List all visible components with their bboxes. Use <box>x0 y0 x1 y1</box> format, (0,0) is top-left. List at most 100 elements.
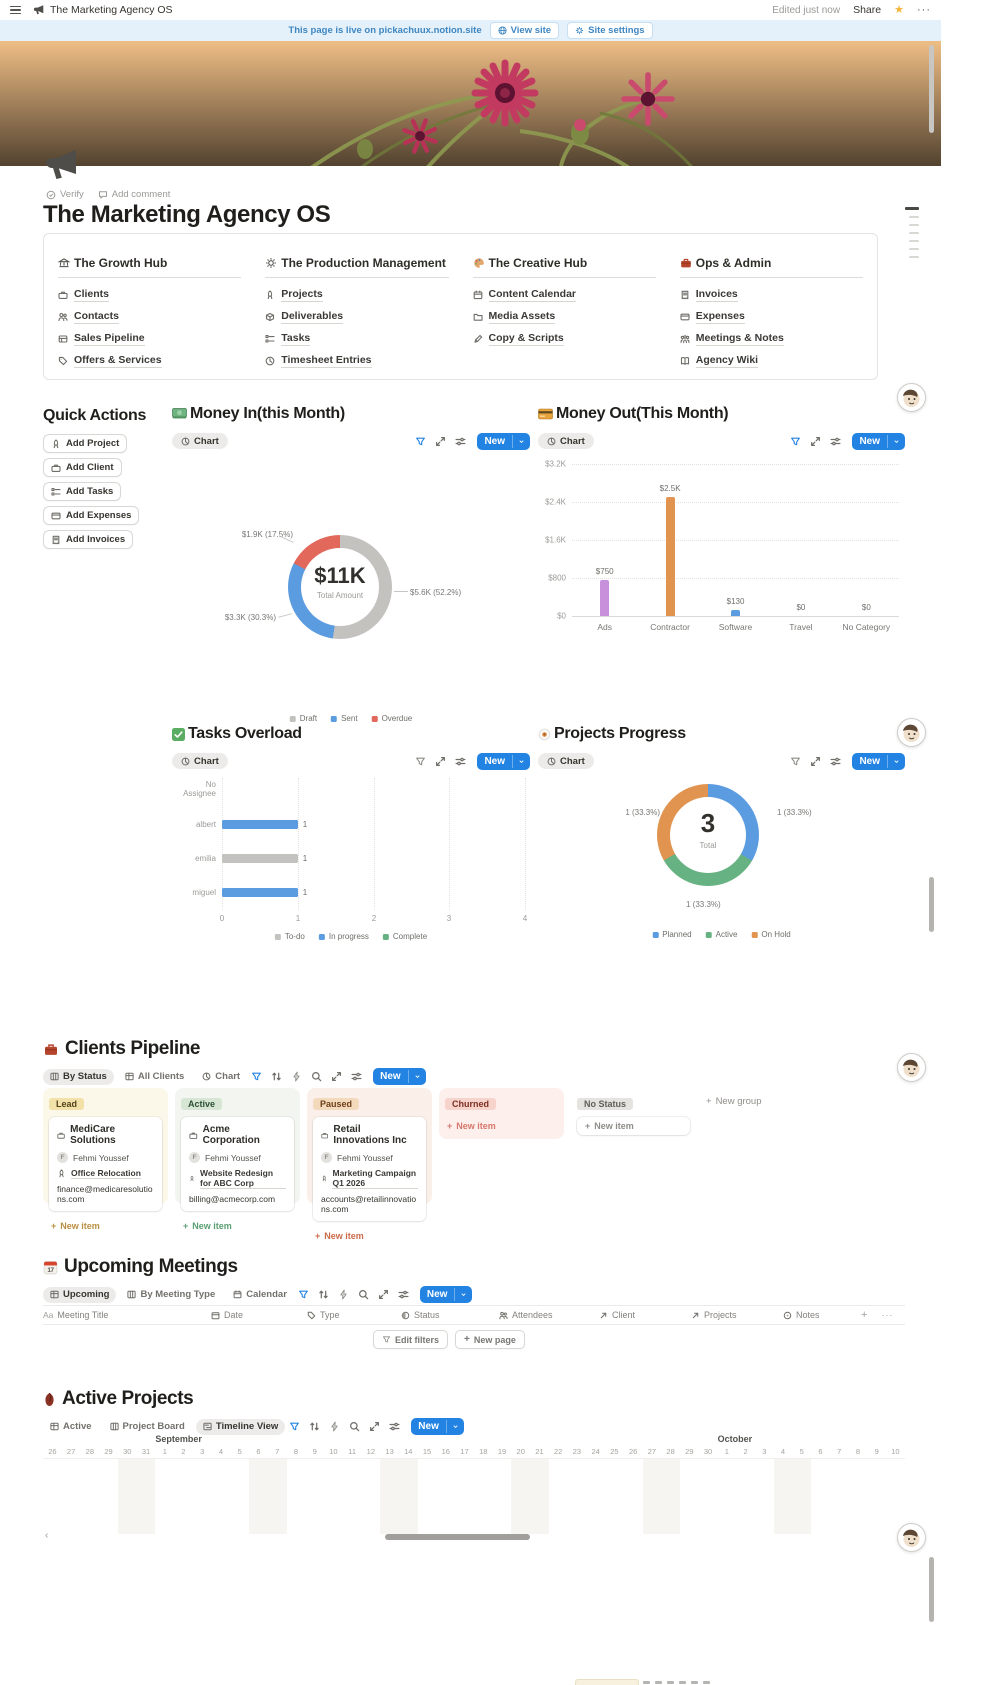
view-settings-icon[interactable] <box>830 756 841 767</box>
add-project-button[interactable]: Add Project <box>43 434 128 453</box>
new-item-button[interactable]: + New item <box>51 1221 100 1231</box>
site-settings-button[interactable]: Site settings <box>567 22 653 39</box>
new-button[interactable]: New <box>852 432 905 450</box>
breadcrumb-title[interactable]: The Marketing Agency OS <box>50 4 173 16</box>
add-invoices-button[interactable]: Add Invoices <box>43 530 134 549</box>
tab-project-board[interactable]: Project Board <box>103 1419 192 1435</box>
link-agency-wiki[interactable]: Agency Wiki <box>680 354 863 368</box>
add-client-button[interactable]: Add Client <box>43 458 122 477</box>
share-button[interactable]: Share <box>853 4 882 16</box>
new-button[interactable]: New <box>477 432 530 450</box>
expand-icon[interactable] <box>810 756 821 767</box>
lightning-icon[interactable] <box>291 1071 302 1082</box>
tab-timeline-view[interactable]: Timeline View <box>195 1418 286 1435</box>
client-card-retail[interactable]: Retail Innovations Inc F Fehmi Youssef Ma… <box>313 1117 426 1221</box>
link-contacts[interactable]: Contacts <box>58 310 241 324</box>
vertical-scrollbar-thumb[interactable] <box>929 1557 934 1622</box>
chart-view-tab[interactable]: Chart <box>538 753 594 769</box>
link-expenses[interactable]: Expenses <box>680 310 863 324</box>
timeline-grid[interactable] <box>43 1458 905 1534</box>
tab-all-clients[interactable]: All Clients <box>118 1069 191 1085</box>
project-row[interactable]: Website Redesign for ABC Corp <box>189 1168 286 1189</box>
filter-icon[interactable] <box>415 436 426 447</box>
timeline-scroll-left-icon[interactable]: ‹ <box>45 1530 49 1541</box>
add-column-button[interactable]: + <box>861 1309 868 1321</box>
view-settings-icon[interactable] <box>455 756 466 767</box>
new-group-button[interactable]: + New group <box>706 1096 762 1107</box>
favorite-star-icon[interactable]: ★ <box>894 3 904 16</box>
new-button[interactable]: New <box>852 752 905 770</box>
link-media-assets[interactable]: Media Assets <box>473 310 656 324</box>
tab-by-status[interactable]: By Status <box>43 1068 114 1085</box>
column-status[interactable]: Status <box>401 1310 499 1320</box>
toc-scrubber[interactable] <box>905 207 919 258</box>
status-badge[interactable]: Paused <box>313 1098 360 1110</box>
filter-icon[interactable] <box>251 1071 262 1082</box>
expand-icon[interactable] <box>331 1071 342 1082</box>
add-expenses-button[interactable]: Add Expenses <box>43 506 140 525</box>
tab-by-meeting-type[interactable]: By Meeting Type <box>120 1287 222 1303</box>
timeline-horizontal-scrollbar[interactable] <box>385 1534 530 1540</box>
column-notes[interactable]: Notes <box>783 1310 861 1320</box>
expand-icon[interactable] <box>435 436 446 447</box>
filter-icon[interactable] <box>298 1289 309 1300</box>
search-icon[interactable] <box>358 1289 369 1300</box>
status-badge[interactable]: Churned <box>445 1098 496 1110</box>
search-icon[interactable] <box>349 1421 360 1432</box>
link-projects[interactable]: Projects <box>265 288 448 302</box>
new-button[interactable]: New <box>477 752 530 770</box>
filter-icon[interactable] <box>289 1421 300 1432</box>
new-page-button[interactable]: + New page <box>455 1330 525 1349</box>
more-menu-icon[interactable]: ··· <box>917 4 931 16</box>
new-item-button[interactable]: + New item <box>315 1231 364 1241</box>
chart-view-tab[interactable]: Chart <box>172 753 228 769</box>
page-cover-image[interactable] <box>0 41 941 166</box>
add-comment-button[interactable]: Add comment <box>98 189 170 200</box>
chart-view-tab[interactable]: Chart <box>538 433 594 449</box>
sort-icon[interactable] <box>309 1421 320 1432</box>
view-settings-icon[interactable] <box>389 1421 400 1432</box>
column-type[interactable]: Type <box>307 1310 401 1320</box>
sort-icon[interactable] <box>318 1289 329 1300</box>
chart-view-tab[interactable]: Chart <box>172 433 228 449</box>
link-content-calendar[interactable]: Content Calendar <box>473 288 656 302</box>
tab-active[interactable]: Active <box>43 1419 99 1435</box>
column-client[interactable]: Client <box>599 1310 691 1320</box>
header-more-button[interactable]: ··· <box>881 1310 894 1320</box>
link-clients[interactable]: Clients <box>58 288 241 302</box>
new-item-button[interactable]: + New item <box>577 1117 690 1135</box>
link-meetings-notes[interactable]: Meetings & Notes <box>680 332 863 346</box>
link-tasks[interactable]: Tasks <box>265 332 448 346</box>
new-item-button[interactable]: + New item <box>447 1121 496 1131</box>
tab-calendar[interactable]: Calendar <box>226 1287 294 1303</box>
link-timesheet[interactable]: Timesheet Entries <box>265 354 448 368</box>
view-settings-icon[interactable] <box>398 1289 409 1300</box>
project-row[interactable]: Marketing Campaign Q1 2026 <box>321 1168 418 1189</box>
link-invoices[interactable]: Invoices <box>680 288 863 302</box>
expand-icon[interactable] <box>810 436 821 447</box>
search-icon[interactable] <box>311 1071 322 1082</box>
new-item-button[interactable]: + New item <box>183 1221 232 1231</box>
vertical-scrollbar-thumb[interactable] <box>929 45 934 133</box>
link-deliverables[interactable]: Deliverables <box>265 310 448 324</box>
new-button[interactable]: New <box>411 1418 464 1435</box>
vertical-scrollbar-thumb[interactable] <box>929 877 934 932</box>
link-sales-pipeline[interactable]: Sales Pipeline <box>58 332 241 346</box>
view-site-button[interactable]: View site <box>489 22 560 39</box>
sort-icon[interactable] <box>271 1071 282 1082</box>
page-title[interactable]: The Marketing Agency OS <box>43 201 331 228</box>
view-settings-icon[interactable] <box>351 1071 362 1082</box>
status-badge[interactable]: No Status <box>577 1098 634 1110</box>
link-copy-scripts[interactable]: Copy & Scripts <box>473 332 656 346</box>
column-date[interactable]: Date <box>211 1310 307 1320</box>
filter-icon[interactable] <box>790 756 801 767</box>
add-tasks-button[interactable]: Add Tasks <box>43 482 122 501</box>
expand-icon[interactable] <box>369 1421 380 1432</box>
tab-upcoming[interactable]: Upcoming <box>43 1286 117 1303</box>
column-attendees[interactable]: Attendees <box>499 1310 599 1320</box>
project-row[interactable]: Office Relocation <box>57 1168 154 1179</box>
expand-icon[interactable] <box>435 756 446 767</box>
page-icon-megaphone[interactable] <box>45 148 81 182</box>
new-button[interactable]: New <box>419 1286 473 1303</box>
filter-icon[interactable] <box>415 756 426 767</box>
